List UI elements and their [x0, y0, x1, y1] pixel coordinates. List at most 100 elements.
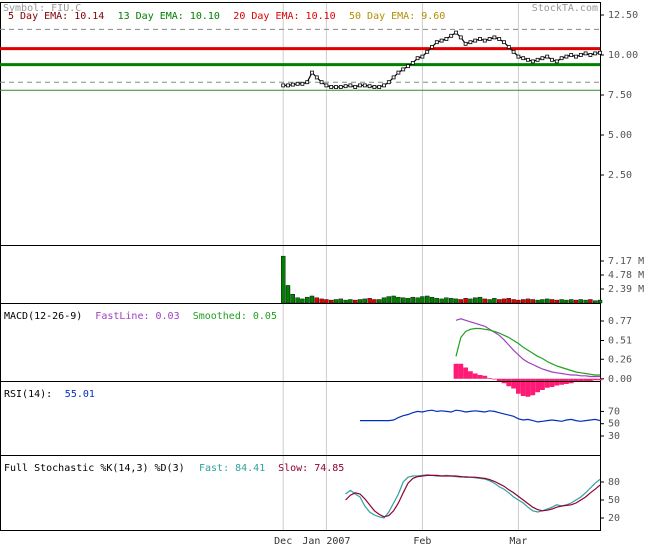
close-mark [358, 83, 362, 88]
close-mark [473, 38, 478, 43]
close-mark [506, 45, 511, 49]
volume-bar [372, 299, 377, 304]
close-mark [487, 37, 492, 41]
close-mark [545, 54, 550, 59]
volume-bar [290, 294, 295, 304]
close-mark [540, 56, 545, 61]
close-mark [377, 85, 382, 89]
close-mark [353, 85, 358, 89]
volume-bar [367, 298, 372, 304]
x-tick-label: Jan 2007 [302, 536, 350, 546]
y-tick-label: 0.77 [608, 316, 632, 327]
series-line [345, 474, 601, 519]
close-mark [458, 35, 463, 40]
close-mark [338, 85, 343, 89]
close-mark [535, 57, 540, 62]
close-mark [550, 57, 554, 62]
close-mark [574, 54, 578, 59]
volume-bar [473, 297, 478, 304]
histogram-bar [588, 378, 593, 381]
y-tick-label: 7.50 [608, 90, 632, 101]
histogram-bar [554, 378, 560, 386]
volume-bar [391, 295, 396, 304]
histogram-bar [468, 371, 473, 379]
histogram-bar [482, 375, 488, 379]
volume-bar [506, 298, 511, 304]
volume-bar [319, 298, 324, 304]
close-mark [281, 83, 286, 88]
volume-bar [353, 299, 358, 304]
volume-bar [410, 296, 415, 304]
histogram-bar [477, 375, 483, 379]
volume-bar [516, 299, 521, 304]
volume-bar [569, 299, 574, 304]
close-mark [329, 85, 334, 89]
close-mark [396, 70, 401, 75]
y-tick-label: 5.00 [608, 130, 632, 141]
histogram-bar [597, 378, 603, 381]
close-mark [482, 38, 487, 43]
close-mark [569, 53, 574, 57]
y-tick-label: 50 [608, 495, 620, 506]
volume-bar [285, 285, 291, 304]
legend-label: Fast: 84.41 [199, 463, 265, 474]
y-tick-label: 2.39 M [608, 284, 644, 295]
legend-label: FastLine: 0.03 [95, 311, 179, 322]
volume-bar [377, 299, 382, 304]
x-tick-label: Dec [274, 536, 292, 546]
volume-bar [300, 298, 305, 304]
volume-bar [329, 299, 334, 304]
close-mark [410, 61, 415, 65]
close-mark [559, 56, 564, 61]
volume-bar [525, 298, 531, 304]
close-mark [502, 40, 506, 45]
x-tick-label: Mar [509, 536, 527, 546]
frame [0, 2, 601, 531]
volume-bar [578, 299, 583, 304]
histogram-bar [453, 363, 459, 379]
volume-bar [415, 297, 420, 304]
close-mark [382, 83, 386, 88]
volume-bar [492, 298, 497, 304]
volume-bar [554, 299, 559, 304]
volume-bar [535, 299, 540, 304]
close-mark [478, 37, 482, 41]
close-mark [391, 75, 396, 80]
series-line [360, 409, 601, 423]
y-tick-label: 0.00 [608, 374, 632, 385]
legend-label: 13 Day EMA: 10.10 [118, 11, 220, 22]
volume-bar [295, 297, 300, 304]
legend-label: 55.01 [65, 389, 95, 400]
close-mark [593, 51, 598, 56]
close-mark [415, 56, 420, 61]
volume-bar [458, 299, 463, 304]
volume-bar [309, 295, 315, 304]
legend-label: Slow: 74.85 [278, 463, 344, 474]
close-mark [430, 45, 434, 49]
volume-bar [449, 298, 454, 304]
close-mark [362, 83, 367, 88]
volume-bar [559, 299, 564, 304]
close-mark [314, 75, 319, 80]
volume-bar [583, 299, 588, 304]
x-tick-label: Feb [413, 536, 431, 546]
volume-bar [501, 298, 507, 304]
y-tick-label: 50 [608, 419, 620, 430]
series-line [345, 474, 601, 518]
volume-bar [333, 299, 339, 304]
volume-bar [521, 299, 526, 304]
y-tick-label: 4.78 M [608, 270, 644, 281]
close-mark [305, 80, 310, 85]
close-mark [583, 51, 588, 56]
volume-bar [405, 298, 411, 304]
volume-bar [401, 297, 406, 304]
histogram-bar [506, 378, 512, 387]
close-mark [497, 37, 502, 41]
close-mark [554, 59, 559, 64]
volume-bar [348, 299, 353, 304]
close-mark [290, 82, 295, 87]
histogram-bar [573, 378, 579, 382]
volume-bar [463, 298, 468, 304]
y-tick-label: 2.50 [608, 170, 632, 181]
